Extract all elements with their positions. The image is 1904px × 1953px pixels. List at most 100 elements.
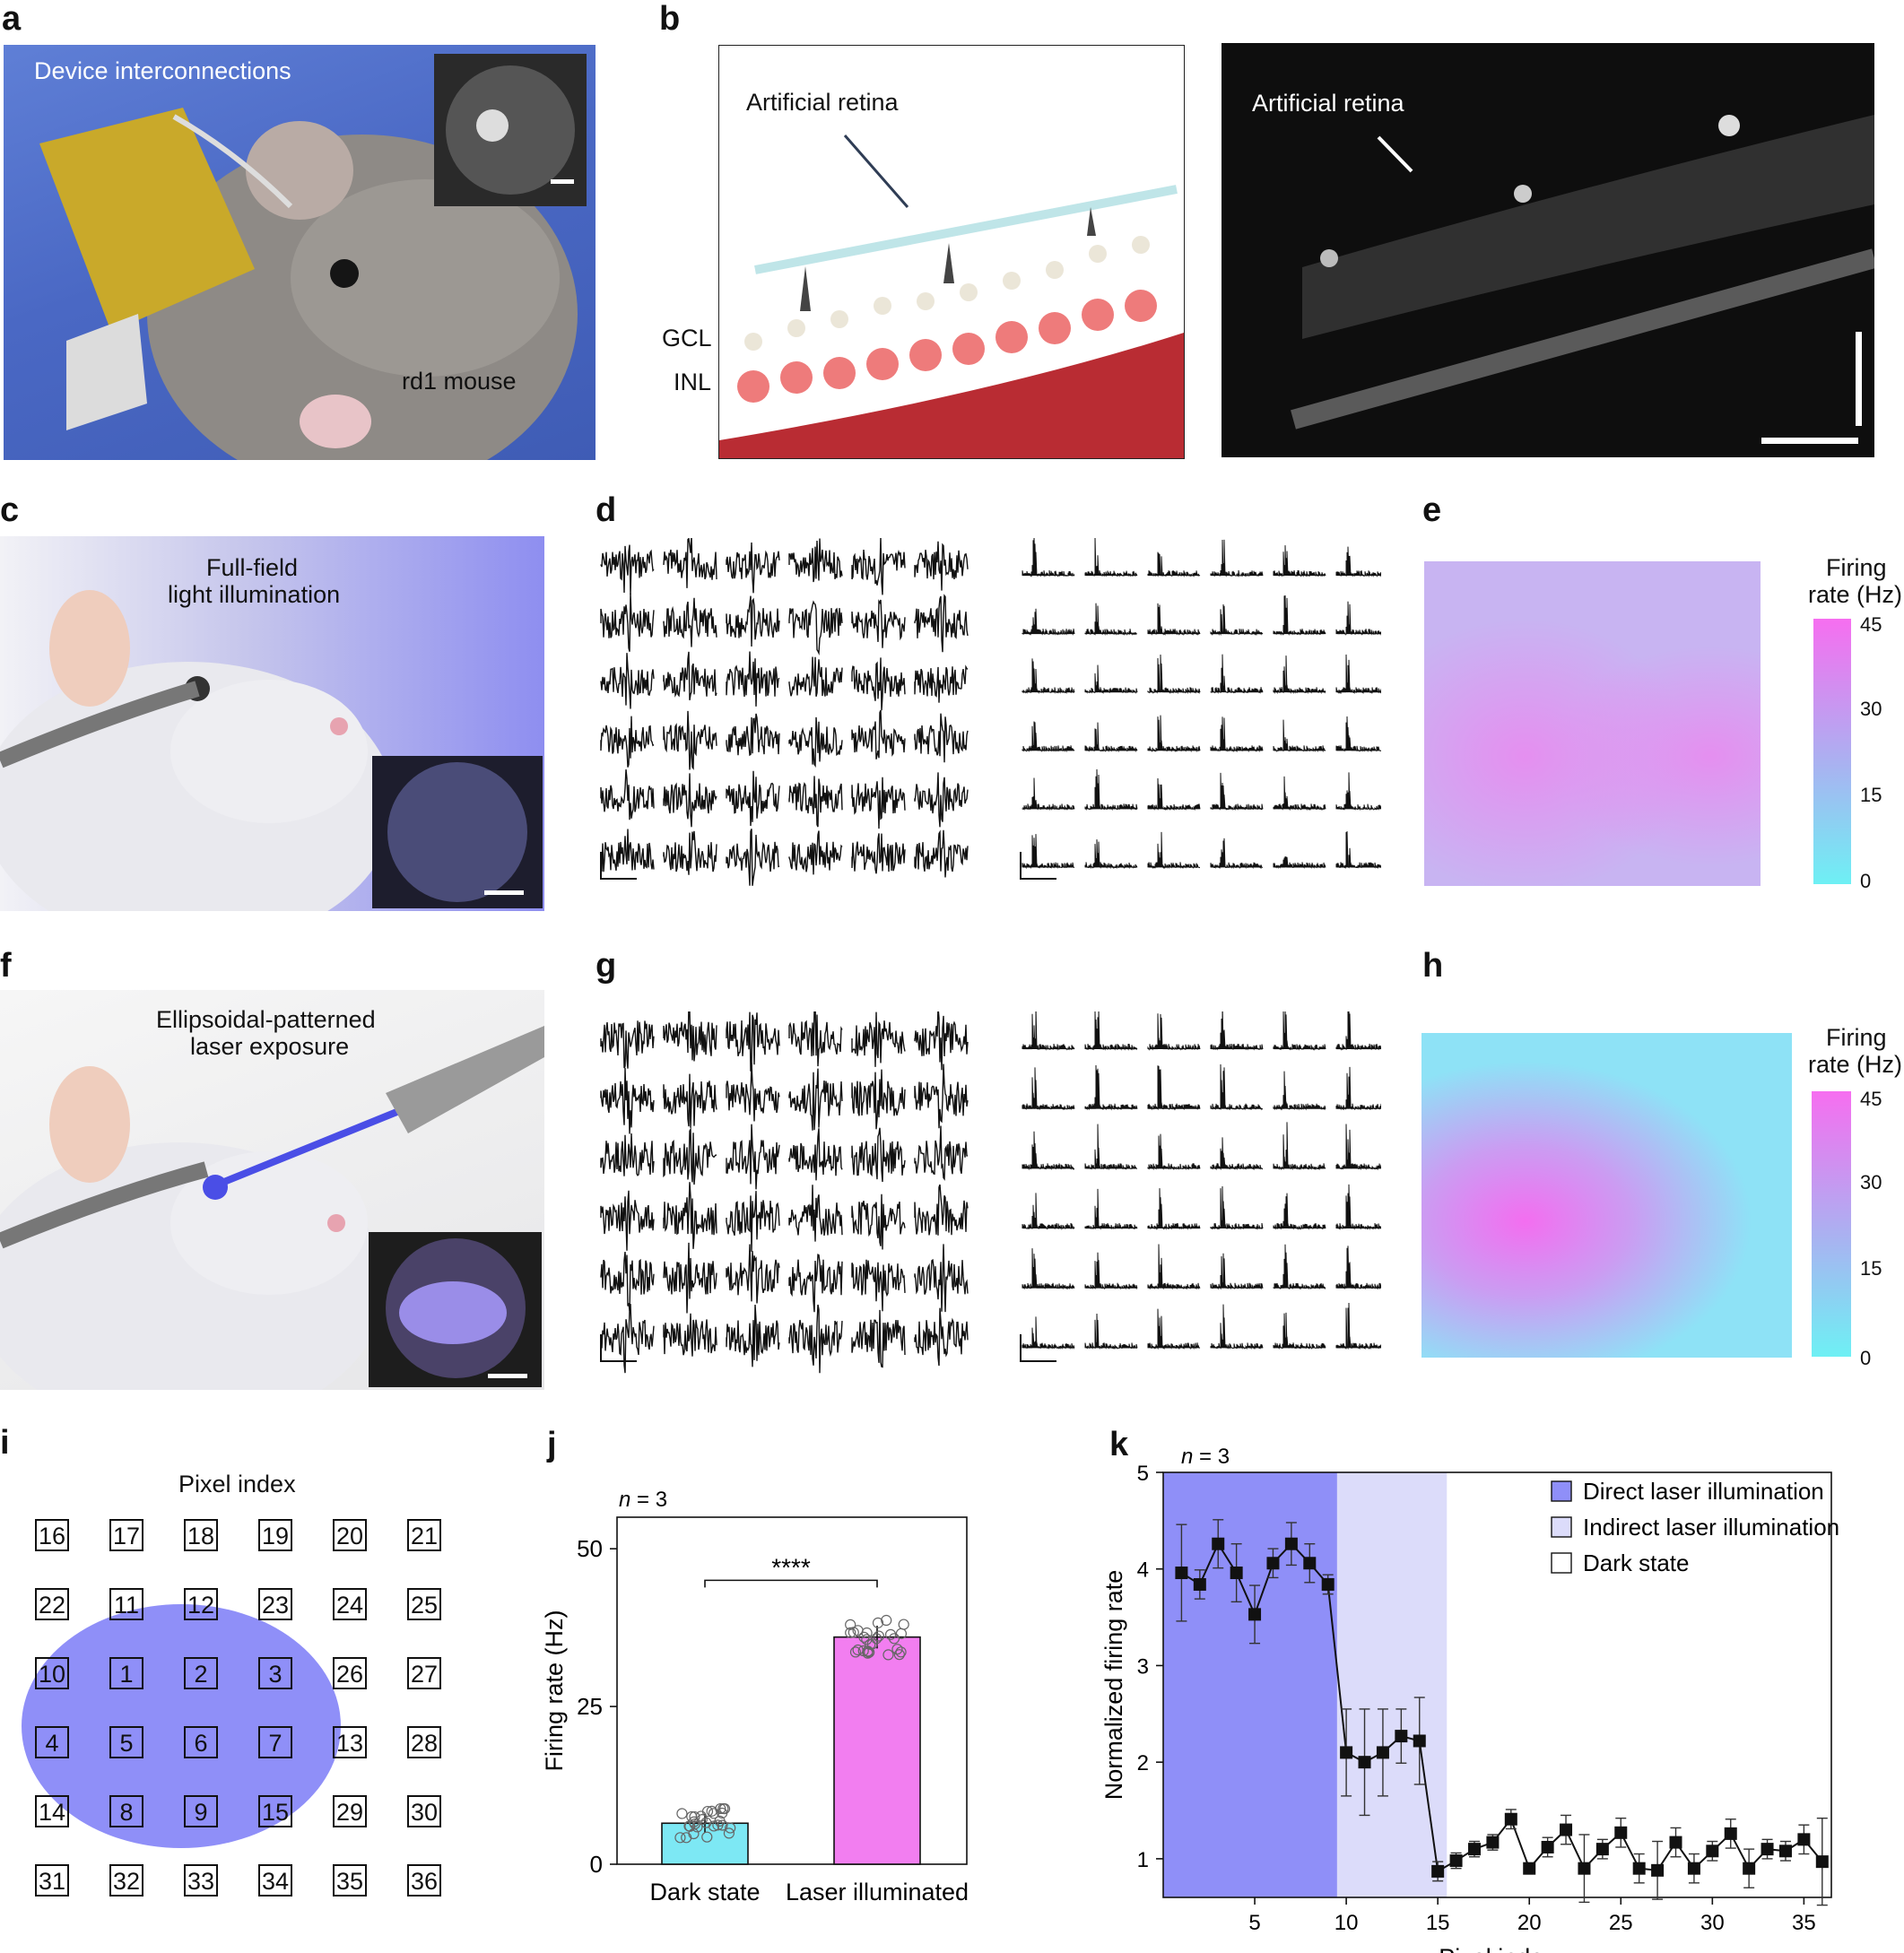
pixel-box xyxy=(109,1864,143,1897)
spike-trace xyxy=(726,1304,780,1367)
psth-histogram xyxy=(1022,1316,1075,1350)
panel-label-c: c xyxy=(0,491,20,529)
data-point xyxy=(1560,1823,1573,1836)
legend-label: Direct laser illumination xyxy=(1583,1478,1824,1505)
data-point xyxy=(872,1617,884,1628)
device-interconnections-label: Device interconnections xyxy=(34,57,291,84)
psth-histogram xyxy=(1335,1246,1381,1290)
pixel-box xyxy=(333,1588,367,1620)
data-point xyxy=(845,1619,856,1630)
full-field-illustration: Full-field light illumination xyxy=(0,536,544,911)
plot-frame xyxy=(616,1516,968,1865)
psth-histogram xyxy=(1022,1067,1075,1111)
n-symbol: n xyxy=(619,1488,630,1512)
spike-trace xyxy=(851,833,906,874)
pixel-cell: 20 xyxy=(333,1519,367,1551)
panel-label-h: h xyxy=(1422,947,1444,985)
data-point xyxy=(1248,1608,1262,1621)
panel-label-d: d xyxy=(596,491,617,529)
spike-trace xyxy=(914,1063,969,1129)
data-point xyxy=(1743,1862,1756,1875)
data-point xyxy=(686,1810,698,1823)
colorbar-h-tick-15: 15 xyxy=(1860,1257,1882,1280)
data-point xyxy=(1413,1734,1426,1748)
x-tick-label: 20 xyxy=(1517,1911,1542,1935)
colorbar-h-title1: Firing xyxy=(1826,1024,1887,1051)
pixel-cell: 28 xyxy=(407,1726,441,1758)
pixel-cell: 6 xyxy=(184,1726,218,1758)
psth-histogram xyxy=(1084,1313,1138,1350)
data-point xyxy=(674,1832,686,1844)
psth-histogram xyxy=(1335,1011,1381,1051)
data-point xyxy=(691,1821,703,1833)
data-point xyxy=(1175,1567,1188,1580)
spike-trace xyxy=(788,538,843,583)
pixel-number: 36 xyxy=(411,1868,438,1895)
spike-trace xyxy=(788,1304,843,1374)
pixel-number: 22 xyxy=(39,1592,65,1619)
pixel-box xyxy=(184,1657,218,1689)
data-point xyxy=(1651,1863,1665,1877)
spike-trace xyxy=(788,1128,843,1181)
psth-histogram xyxy=(1210,1063,1264,1111)
pixel-box xyxy=(333,1795,367,1827)
pixel-box xyxy=(184,1588,218,1620)
pixel-number: 5 xyxy=(119,1730,133,1757)
rat-illustration-f xyxy=(0,1026,544,1390)
spike-trace xyxy=(726,770,780,827)
pixel-cell: 23 xyxy=(258,1588,292,1620)
data-point xyxy=(893,1649,905,1661)
spike-trace xyxy=(663,1182,717,1249)
pixel-box xyxy=(184,1795,218,1827)
pixel-box xyxy=(407,1657,441,1689)
psth-histogram xyxy=(1210,604,1264,637)
data-point xyxy=(1632,1862,1646,1875)
data-point xyxy=(717,1802,729,1815)
pixel-number: 7 xyxy=(268,1730,282,1757)
n-value: = 3 xyxy=(1193,1445,1230,1469)
psth-histogram xyxy=(1084,768,1138,812)
x-tick-label: 35 xyxy=(1792,1911,1816,1935)
data-point xyxy=(884,1628,897,1640)
pixel-cell: 14 xyxy=(35,1795,69,1827)
spike-trace xyxy=(600,769,655,820)
pixel-box xyxy=(407,1588,441,1620)
legend-swatch xyxy=(1551,1552,1572,1574)
data-point xyxy=(1541,1840,1554,1853)
psth-histogram xyxy=(1084,839,1138,870)
spike-trace xyxy=(914,664,969,703)
pixel-cell: 3 xyxy=(258,1657,292,1689)
spike-trace xyxy=(851,709,906,760)
y-tick-label: 0 xyxy=(590,1851,603,1878)
region-1 xyxy=(1336,1472,1448,1897)
spike-trace xyxy=(788,600,843,655)
psth-histogram xyxy=(1210,1011,1264,1051)
spike-trace xyxy=(788,830,843,875)
n-value: = 3 xyxy=(630,1488,667,1512)
psth-histogram xyxy=(1210,772,1264,812)
pixel-cell: 36 xyxy=(407,1864,441,1897)
pixel-box xyxy=(407,1519,441,1551)
data-point xyxy=(1230,1567,1243,1580)
legend-swatch xyxy=(1551,1480,1572,1502)
panel-label-i: i xyxy=(0,1424,10,1462)
psth-histogram xyxy=(1335,546,1381,577)
psth-histogram xyxy=(1273,1312,1326,1350)
psth-histogram xyxy=(1273,595,1326,636)
n-annotation: n = 3 xyxy=(1181,1445,1230,1469)
x-category-label: Dark state xyxy=(649,1879,760,1905)
pixel-cell: 25 xyxy=(407,1588,441,1620)
psth-histogram xyxy=(1084,603,1138,636)
retina-schematic-drawing xyxy=(719,135,1184,458)
n-symbol: n xyxy=(1181,1445,1193,1469)
bar-dark xyxy=(661,1822,749,1865)
pixel-box xyxy=(109,1726,143,1758)
pixel-box xyxy=(109,1795,143,1827)
legend-label: Indirect laser illumination xyxy=(1583,1514,1839,1541)
y-tick-label: 25 xyxy=(577,1693,603,1720)
data-point xyxy=(1578,1862,1591,1875)
colorbar-h-tick-0: 0 xyxy=(1860,1347,1872,1369)
rat-illustration-c xyxy=(0,590,543,911)
spike-trace xyxy=(663,830,717,875)
spike-trace xyxy=(788,656,843,697)
